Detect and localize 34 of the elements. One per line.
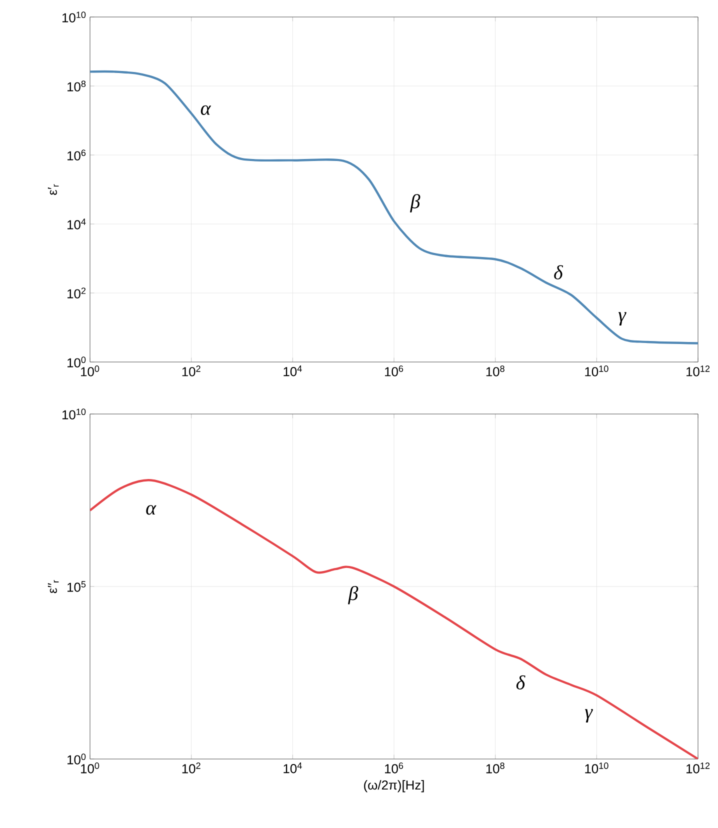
x-tick-label: 10$^{12}$ [686,762,710,774]
y-tick-label: 10$^{10}$ [62,408,86,420]
x-tick-label: 10$^{4}$ [284,762,302,774]
x-tick-label: 10$^{10}$ [585,762,608,774]
annotation: β [410,194,420,212]
annotation: γ [618,312,626,326]
y-tick-label: 10$^{6}$ [68,150,86,160]
x-tick-label: 10$^{8}$ [486,366,504,376]
y-tick-label: 10$^{5}$ [68,581,86,592]
y-tick-label: 10$^{8}$ [68,80,86,92]
x-tick-label: 10$^{10}$ [585,366,608,376]
x-tick-label: 10$^{6}$ [385,762,404,774]
y-tick-label: 10$^{0}$ [68,754,86,764]
y-tick-label: 10$^{2}$ [68,288,86,298]
x-tick-label: 10$^{2}$ [182,366,200,376]
annotation: α [200,105,212,115]
x-tick-label: 10$^{6}$ [385,366,404,376]
x-tick-label: 10$^{8}$ [486,762,504,774]
y-axis-title: ε′′$_{r}$ [48,580,59,594]
annotation: β [348,586,358,604]
annotation: α [146,505,156,515]
x-axis-title: (ω/2π)[Hz] [364,780,424,792]
x-tick-label: 10$^{0}$ [81,762,100,774]
y-tick-label: 10$^{4}$ [68,218,86,230]
y-tick-label: 10$^{10}$ [62,12,86,22]
x-tick-label: 10$^{4}$ [284,366,302,376]
y-tick-label: 10$^{0}$ [68,356,86,368]
x-tick-label: 10$^{2}$ [182,762,200,774]
annotation: δ [516,675,526,690]
annotation: δ [554,265,564,280]
x-tick-label: 10$^{12}$ [686,366,710,376]
annotation: γ [585,709,593,723]
x-tick-label: 10$^{0}$ [81,366,100,376]
y-axis-title: ε′$_{r}$ [48,184,59,195]
